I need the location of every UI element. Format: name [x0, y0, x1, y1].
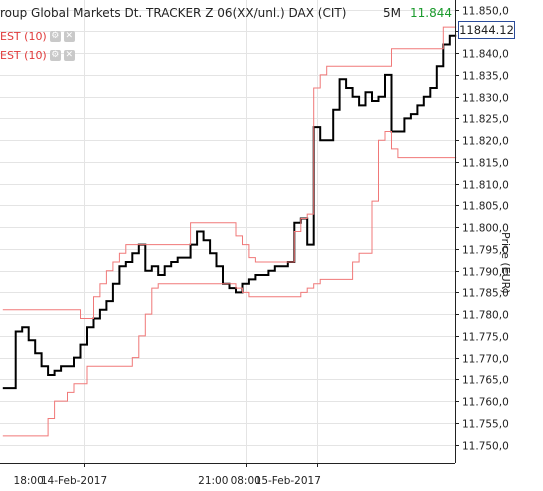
- lower-line: [2, 131, 457, 437]
- x-tick-label: 15-Feb-2017: [255, 475, 321, 487]
- y-axis: 11.750,0 11.755,0 11.760,0 11.765,0 11.770,0…: [0, 0, 509, 464]
- x-tick-label: 21:00: [198, 475, 228, 487]
- y-axis-label: Price (EUR): [499, 232, 512, 294]
- indicator-row-1: EST (10) ⚙ ✕: [0, 30, 75, 43]
- y-tick-label: 11.830,0: [462, 93, 509, 105]
- y-tick-label: 11.840,0: [462, 49, 509, 61]
- y-tick-label: 11.850,0: [462, 6, 509, 18]
- gear-icon[interactable]: ⚙: [49, 31, 61, 42]
- current-price-box: 11844.12: [458, 21, 515, 39]
- last-value: 11.844: [410, 6, 452, 20]
- indicator-label: EST (10): [0, 49, 47, 62]
- upper-line: [2, 26, 457, 319]
- y-tick-label: 11.755,0: [462, 419, 509, 431]
- x-tick-label: 14-Feb-2017: [41, 475, 107, 487]
- y-tick-label: 11.790,0: [462, 267, 509, 279]
- y-tick-label: 11.820,0: [462, 136, 509, 148]
- y-tick-label: 11.760,0: [462, 397, 509, 409]
- y-tick-label: 11.825,0: [462, 114, 509, 126]
- interval-selector[interactable]: 5M: [383, 6, 401, 20]
- y-tick-label: 11.775,0: [462, 332, 509, 344]
- chart-title: roup Global Markets Dt. TRACKER Z 06(XX/…: [0, 6, 347, 20]
- y-tick-label: 11.795,0: [462, 245, 509, 257]
- grid: [0, 10, 455, 446]
- y-tick-label: 11.785,0: [462, 288, 509, 300]
- x-tick-label: 08:00: [231, 475, 261, 487]
- indicator-label: EST (10): [0, 30, 47, 43]
- indicator-row-2: EST (10) ⚙ ✕: [0, 49, 75, 62]
- y-tick-label: 11.765,0: [462, 375, 509, 387]
- close-icon[interactable]: ✕: [63, 31, 75, 42]
- y-tick-label: 11.805,0: [462, 201, 509, 213]
- y-tick-label: 11.800,0: [462, 223, 509, 235]
- series-layer: [2, 26, 457, 437]
- y-tick-label: 11.810,0: [462, 180, 509, 192]
- y-tick-label: 11.835,0: [462, 71, 509, 83]
- y-tick-label: 11.780,0: [462, 310, 509, 322]
- x-grid: [84, 0, 318, 463]
- close-icon[interactable]: ✕: [63, 50, 75, 61]
- y-tick-label: 11.750,0: [462, 441, 509, 453]
- y-tick-label: 11.770,0: [462, 354, 509, 366]
- x-tick-label: 18:00: [14, 475, 44, 487]
- y-tick-label: 11.815,0: [462, 158, 509, 170]
- price-line: [2, 34, 457, 390]
- gear-icon[interactable]: ⚙: [49, 50, 61, 61]
